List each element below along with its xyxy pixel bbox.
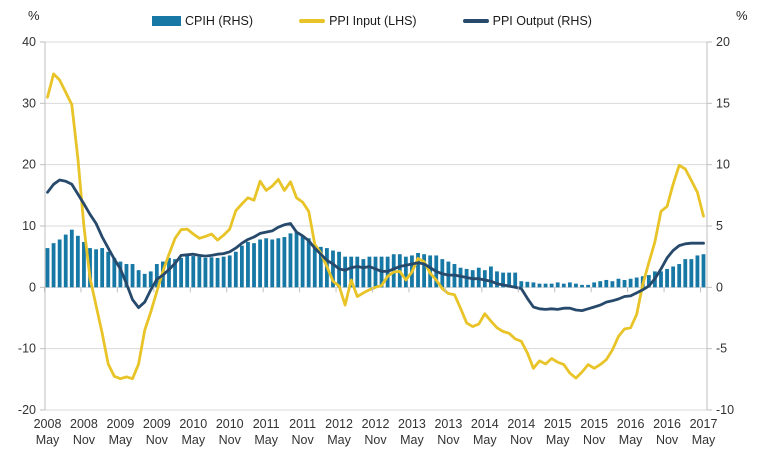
svg-text:May: May [400,433,424,447]
svg-text:2017: 2017 [690,417,718,431]
svg-text:-10: -10 [18,342,36,356]
ppi-output-line-swatch-icon [462,19,489,23]
svg-text:May: May [327,433,351,447]
left-axis-unit-label: % [28,8,40,23]
svg-text:40: 40 [22,35,36,49]
svg-text:20: 20 [716,35,730,49]
svg-text:May: May [546,433,570,447]
svg-text:-20: -20 [18,403,36,417]
svg-text:2012: 2012 [325,417,353,431]
svg-text:Nov: Nov [73,433,96,447]
svg-text:2012: 2012 [362,417,390,431]
svg-text:2009: 2009 [143,417,171,431]
cpih-bars [45,229,706,288]
svg-text:2016: 2016 [617,417,645,431]
svg-text:May: May [692,433,716,447]
cpih-bar-swatch-icon [152,16,181,26]
svg-text:2008: 2008 [70,417,98,431]
ppi-output-rhs-line [46,178,705,313]
svg-text:May: May [181,433,205,447]
svg-text:2010: 2010 [216,417,244,431]
right-axis-unit-label: % [736,8,748,23]
svg-text:10: 10 [22,219,36,233]
svg-text:10: 10 [716,158,730,172]
ppi-input-line-swatch-icon [299,19,326,23]
svg-text:2014: 2014 [471,417,499,431]
svg-text:2010: 2010 [179,417,207,431]
svg-text:Nov: Nov [583,433,606,447]
svg-text:May: May [619,433,643,447]
ppi-input-lhs-line [46,72,705,381]
svg-text:-5: -5 [716,342,727,356]
svg-text:Nov: Nov [146,433,169,447]
svg-text:-10: -10 [716,403,734,417]
svg-text:20: 20 [22,158,36,172]
svg-text:May: May [254,433,278,447]
legend-label-ppi-input: PPI Input (LHS) [329,14,417,28]
legend-item-ppi-output: PPI Output (RHS) [462,14,592,28]
axes [40,41,712,411]
svg-text:2009: 2009 [106,417,134,431]
svg-text:Nov: Nov [437,433,460,447]
svg-text:2011: 2011 [253,417,280,431]
legend-item-ppi-input: PPI Input (LHS) [299,14,417,28]
svg-text:2011: 2011 [289,417,316,431]
svg-text:Nov: Nov [364,433,387,447]
legend-item-cpih: CPIH (RHS) [152,14,253,28]
svg-text:0: 0 [716,280,723,294]
legend-label-ppi-output: PPI Output (RHS) [492,14,592,28]
svg-text:Nov: Nov [510,433,533,447]
svg-text:2008: 2008 [34,417,62,431]
svg-text:30: 30 [22,96,36,110]
svg-text:Nov: Nov [219,433,242,447]
svg-text:15: 15 [716,96,730,110]
gridlines [45,41,707,411]
svg-text:0: 0 [29,280,36,294]
svg-text:5: 5 [716,219,723,233]
svg-text:2015: 2015 [544,417,572,431]
svg-text:2013: 2013 [434,417,462,431]
svg-text:2014: 2014 [507,417,535,431]
svg-text:Nov: Nov [656,433,679,447]
svg-text:May: May [36,433,60,447]
svg-text:Nov: Nov [291,433,314,447]
legend: CPIH (RHS) PPI Input (LHS) PPI Output (R… [152,14,592,28]
svg-text:2016: 2016 [653,417,681,431]
svg-text:May: May [109,433,133,447]
svg-text:May: May [473,433,497,447]
axis-tick-labels: 403020100-10-2020151050-5-102008May2008N… [18,35,734,447]
svg-text:2015: 2015 [580,417,608,431]
legend-label-cpih: CPIH (RHS) [185,14,254,28]
svg-text:2013: 2013 [398,417,426,431]
